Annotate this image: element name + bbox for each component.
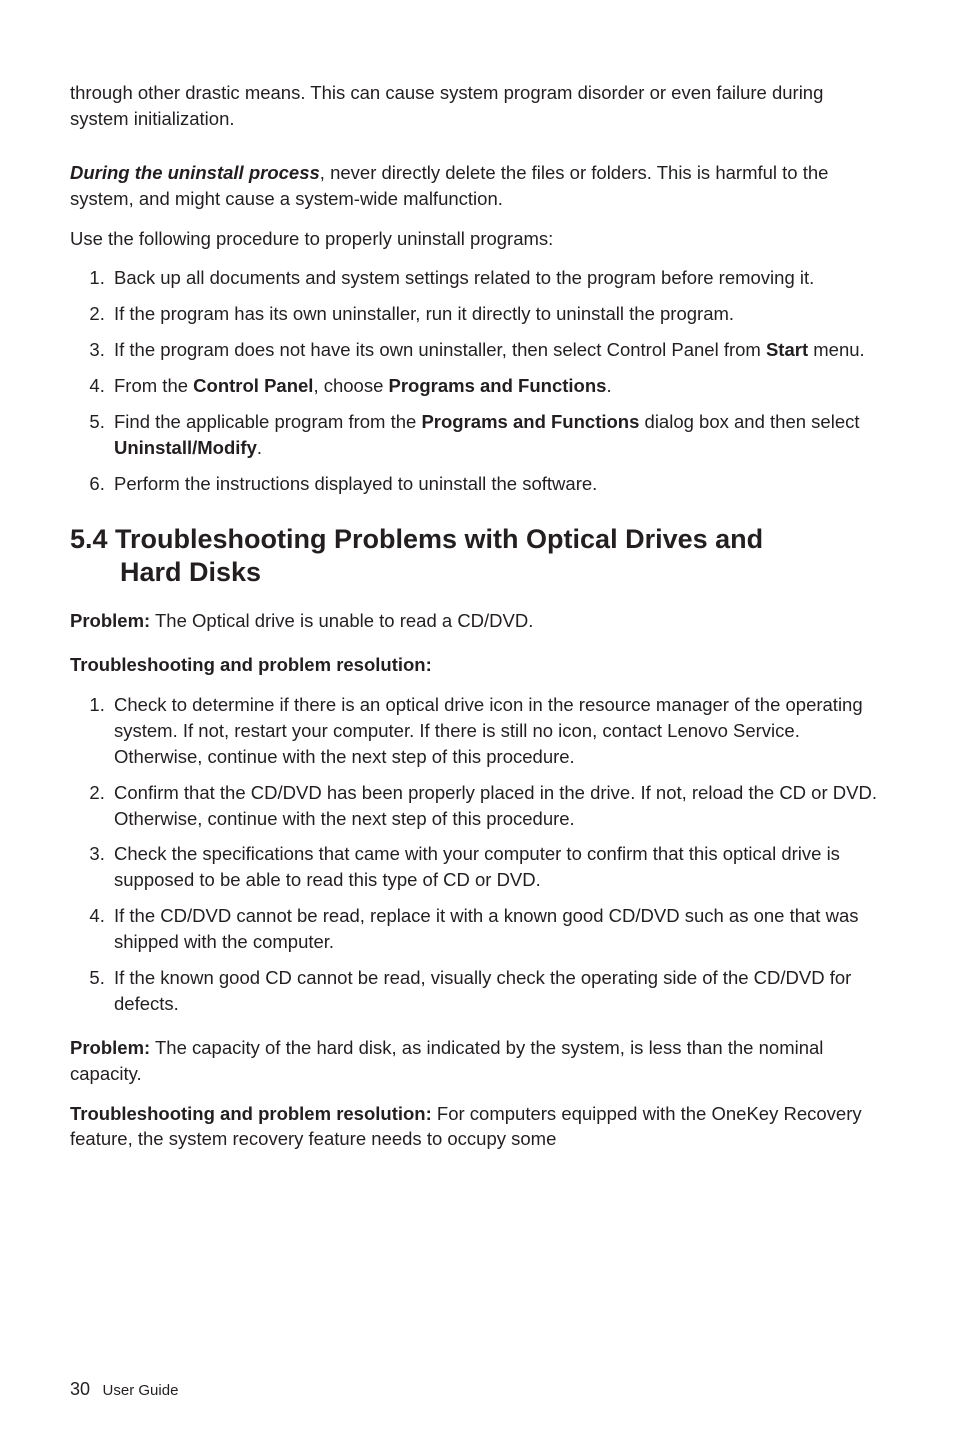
list-item: Confirm that the CD/DVD has been properl…	[110, 780, 884, 832]
list-item: Check to determine if there is an optica…	[110, 692, 884, 770]
list-item: If the program has its own uninstaller, …	[110, 301, 884, 327]
list-item: Find the applicable program from the Pro…	[110, 409, 884, 461]
problem-text: The Optical drive is unable to read a CD…	[150, 610, 533, 631]
ts2-label: Troubleshooting and problem resolution:	[70, 1103, 432, 1124]
list-item: If the known good CD cannot be read, vis…	[110, 965, 884, 1017]
uninstall-steps-list: Back up all documents and system setting…	[70, 265, 884, 496]
problem1-paragraph: Problem: The Optical drive is unable to …	[70, 608, 884, 634]
problem-label: Problem:	[70, 610, 150, 631]
footer-text: User Guide	[103, 1382, 179, 1399]
intro-paragraph: through other drastic means. This can ca…	[70, 80, 884, 132]
list-item: From the Control Panel, choose Programs …	[110, 373, 884, 399]
list-item: If the CD/DVD cannot be read, replace it…	[110, 903, 884, 955]
uninstall-heading-paragraph: During the uninstall process, never dire…	[70, 160, 884, 212]
uninstall-heading-bold: During the uninstall process	[70, 162, 320, 183]
uninstall-instruction: Use the following procedure to properly …	[70, 226, 884, 252]
section-heading: 5.4 Troubleshooting Problems with Optica…	[70, 523, 884, 591]
troubleshooting-heading: Troubleshooting and problem resolution:	[70, 652, 884, 678]
problem-text: The capacity of the hard disk, as indica…	[70, 1037, 823, 1084]
troubleshooting2-paragraph: Troubleshooting and problem resolution: …	[70, 1101, 884, 1153]
page-footer: 30 User Guide	[70, 1377, 178, 1402]
list-item: If the program does not have its own uni…	[110, 337, 884, 363]
page-number: 30	[70, 1379, 90, 1399]
list-item: Check the specifications that came with …	[110, 841, 884, 893]
list-item: Back up all documents and system setting…	[110, 265, 884, 291]
problem-label: Problem:	[70, 1037, 150, 1058]
troubleshooting-steps-list: Check to determine if there is an optica…	[70, 692, 884, 1017]
problem2-paragraph: Problem: The capacity of the hard disk, …	[70, 1035, 884, 1087]
list-item: Perform the instructions displayed to un…	[110, 471, 884, 497]
